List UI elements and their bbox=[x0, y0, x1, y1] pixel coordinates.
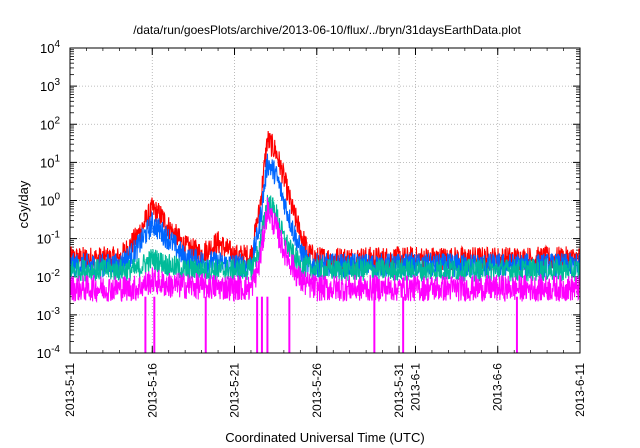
y-tick-label: 10-2 bbox=[37, 268, 61, 285]
y-tick-label: 102 bbox=[40, 115, 60, 132]
x-axis-label: Coordinated Universal Time (UTC) bbox=[225, 430, 424, 445]
x-tick-label: 2013-5-21 bbox=[228, 363, 242, 418]
y-axis-label: cGy/day bbox=[16, 180, 31, 228]
y-tick-label: 101 bbox=[40, 153, 60, 170]
y-tick-label: 10-3 bbox=[37, 306, 61, 323]
y-tick-label: 10-1 bbox=[37, 230, 61, 247]
x-tick-label: 2013-6-11 bbox=[573, 363, 587, 417]
series-line bbox=[70, 197, 580, 304]
y-tick-label: 10-4 bbox=[37, 344, 61, 361]
y-tick-label: 100 bbox=[40, 192, 60, 209]
x-tick-label: 2013-5-11 bbox=[63, 363, 77, 417]
x-tick-label: 2013-5-16 bbox=[145, 363, 159, 418]
x-tick-label: 2013-6-6 bbox=[491, 363, 505, 411]
chart-title: /data/run/goesPlots/archive/2013-06-10/f… bbox=[133, 23, 521, 37]
y-tick-label: 103 bbox=[40, 77, 60, 94]
y-tick-label: 104 bbox=[40, 39, 60, 56]
x-tick-label: 2013-5-26 bbox=[310, 363, 324, 418]
x-tick-label: 2013-5-31 bbox=[392, 363, 406, 418]
plot-frame bbox=[69, 47, 581, 354]
x-tick-label: 2013-6-1 bbox=[408, 363, 422, 411]
